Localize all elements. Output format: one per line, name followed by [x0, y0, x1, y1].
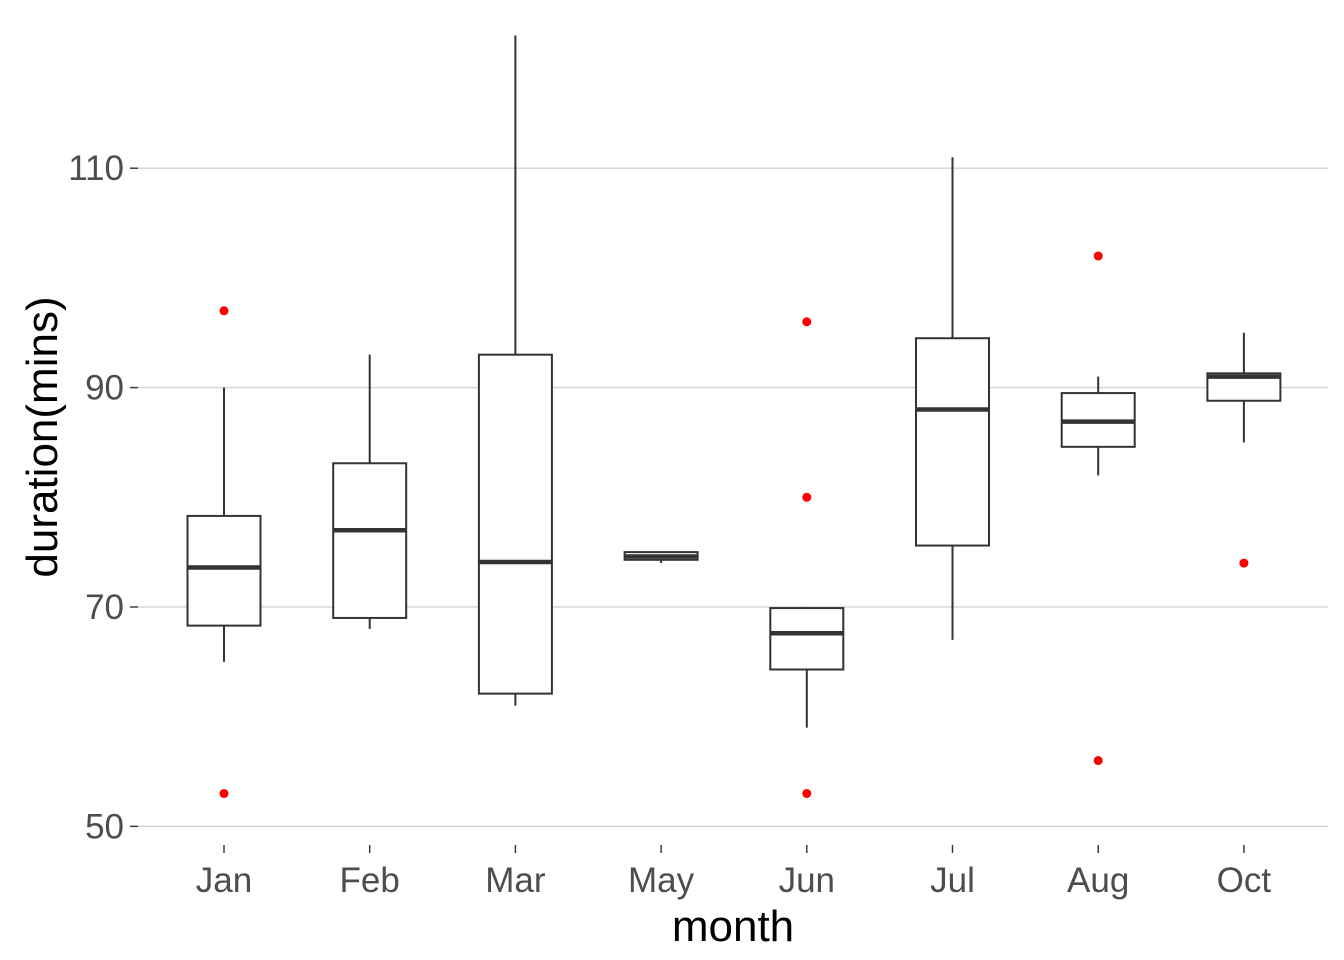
- iqr-box: [186, 514, 262, 627]
- x-tick-label: May: [628, 861, 695, 900]
- x-tick-label: Feb: [340, 861, 400, 900]
- box-aug: [1060, 251, 1136, 766]
- y-axis-title: duration(mins): [18, 296, 67, 577]
- outlier-point: [802, 788, 812, 798]
- box-jul: [915, 157, 990, 640]
- box-jan: [186, 306, 262, 798]
- x-tick-label: Jun: [779, 861, 835, 900]
- iqr-box: [477, 353, 553, 695]
- box-oct: [1206, 332, 1282, 568]
- outlier-point: [219, 306, 229, 316]
- box-feb: [332, 354, 408, 629]
- x-axis-ticks: Jan Feb Mar May Jun Jul Aug Oct: [196, 845, 1272, 900]
- box-jun: [769, 317, 845, 798]
- outlier-point: [802, 317, 812, 327]
- outlier-point: [1239, 558, 1249, 568]
- y-tick-label: 110: [68, 149, 124, 188]
- box-mar: [477, 35, 553, 706]
- x-tick-label: Mar: [485, 861, 546, 900]
- x-axis-title: month: [672, 902, 794, 951]
- box-may: [623, 551, 699, 564]
- y-tick-label: 90: [85, 369, 124, 408]
- x-tick-label: Jul: [930, 861, 975, 900]
- outlier-point: [219, 788, 229, 798]
- outlier-point: [1093, 756, 1103, 766]
- y-tick-label: 70: [85, 588, 124, 627]
- boxes: [186, 35, 1282, 798]
- iqr-box: [769, 607, 845, 671]
- iqr-box: [915, 337, 990, 547]
- outlier-point: [1093, 251, 1103, 261]
- iqr-box: [332, 462, 408, 619]
- x-tick-label: Jan: [196, 861, 252, 900]
- grid-lines: [138, 167, 1328, 828]
- y-axis-ticks: 50 70 90 110: [68, 149, 138, 846]
- outlier-point: [802, 492, 812, 502]
- y-tick-label: 50: [85, 807, 124, 846]
- x-tick-label: Oct: [1217, 861, 1272, 900]
- x-tick-label: Aug: [1067, 861, 1129, 900]
